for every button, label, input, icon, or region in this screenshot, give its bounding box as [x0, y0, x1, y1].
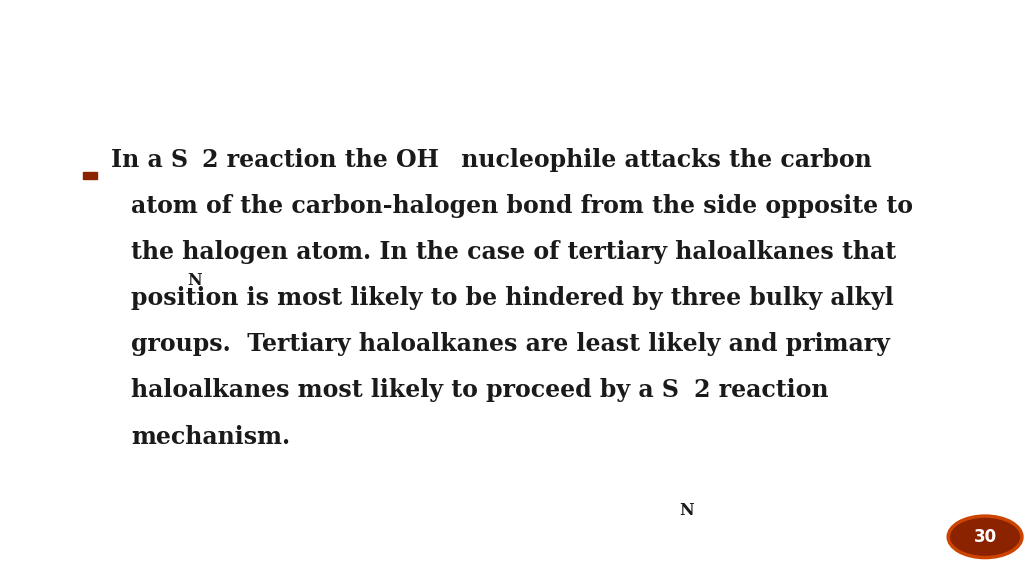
Text: 30: 30	[974, 528, 996, 546]
Text: atom of the carbon-halogen bond from the side opposite to: atom of the carbon-halogen bond from the…	[131, 194, 913, 218]
Circle shape	[948, 516, 1022, 558]
Bar	[83, 172, 96, 180]
Text: N: N	[679, 502, 693, 519]
Text: haloalkanes most likely to proceed by a S: haloalkanes most likely to proceed by a …	[131, 378, 679, 403]
Text: the halogen atom. In the case of tertiary haloalkanes that: the halogen atom. In the case of tertiar…	[131, 240, 896, 264]
Text: groups.  Tertiary haloalkanes are least likely and primary: groups. Tertiary haloalkanes are least l…	[131, 332, 890, 357]
Text: mechanism.: mechanism.	[131, 425, 290, 449]
Text: nucleophile attacks the carbon: nucleophile attacks the carbon	[453, 148, 871, 172]
Text: 2 reaction the OH: 2 reaction the OH	[202, 148, 439, 172]
Text: position is most likely to be hindered by three bulky alkyl: position is most likely to be hindered b…	[131, 286, 894, 310]
Text: N: N	[187, 271, 202, 289]
Text: In a S: In a S	[111, 148, 187, 172]
Text: 2 reaction: 2 reaction	[693, 378, 828, 403]
